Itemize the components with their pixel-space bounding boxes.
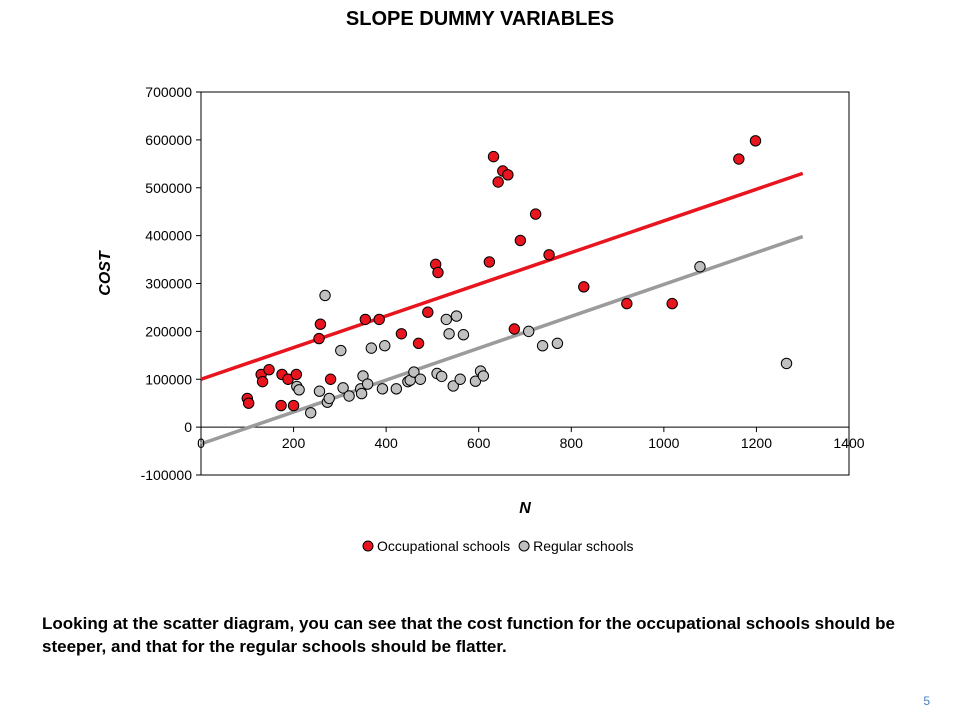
- data-point: [492, 176, 504, 188]
- data-point: [395, 328, 408, 340]
- plot-frame: [200, 91, 850, 476]
- x-tick-label: 400: [374, 435, 398, 451]
- data-point: [373, 313, 385, 326]
- data-point: [733, 153, 745, 165]
- y-tick-label: 400000: [145, 228, 192, 244]
- data-point: [551, 337, 564, 350]
- data-point: [242, 397, 255, 409]
- data-point: [314, 318, 327, 330]
- x-tick-label: 800: [560, 435, 584, 451]
- data-point: [414, 373, 427, 385]
- scatter-chart: 0 200 400 600 800 1000 1200 1400 -1000000100000…: [97, 84, 865, 554]
- y-tick-label: 100000: [145, 371, 192, 387]
- data-point: [502, 169, 514, 181]
- data-point: [282, 373, 294, 385]
- legend: Occupational schools Regular schools: [362, 538, 633, 554]
- data-point: [621, 297, 633, 310]
- data-point: [514, 234, 527, 247]
- y-tick-label: -100000: [141, 467, 193, 483]
- data-point: [422, 306, 434, 318]
- data-point: [365, 342, 378, 354]
- data-point: [376, 383, 389, 395]
- data-point: [749, 135, 762, 147]
- data-point: [319, 289, 331, 302]
- data-point: [290, 368, 303, 381]
- data-point: [483, 256, 496, 268]
- regression-line: [200, 171, 804, 381]
- data-point: [293, 384, 305, 396]
- x-tick-label: 600: [467, 435, 491, 451]
- data-point: [313, 332, 325, 345]
- data-point: [447, 380, 459, 392]
- y-axis-ticks: -100000 0 100000 200000 300000 400000 500000 60…: [141, 84, 201, 483]
- data-point: [335, 344, 347, 357]
- data-point: [304, 407, 317, 419]
- data-point: [361, 378, 374, 390]
- data-point: [432, 266, 444, 279]
- data-point: [443, 328, 455, 340]
- x-tick-label: 1400: [833, 435, 864, 451]
- x-tick-label: 200: [282, 435, 306, 451]
- data-point: [355, 387, 368, 400]
- x-tick-label: 0: [197, 435, 205, 451]
- x-axis-ticks: 0 200 400 600 800 1000 1200 1400: [197, 427, 865, 451]
- data-point: [487, 150, 500, 163]
- data-point: [529, 208, 542, 220]
- data-point: [523, 325, 535, 338]
- data-point: [287, 399, 300, 412]
- slide-caption: Looking at the scatter diagram, you can …: [42, 614, 895, 656]
- y-tick-label: 200000: [145, 323, 192, 339]
- data-point: [379, 340, 391, 352]
- data-point: [469, 375, 482, 387]
- data-point: [412, 337, 425, 350]
- slide-title: SLOPE DUMMY VARIABLES: [345, 8, 615, 30]
- x-axis-title: N: [519, 500, 531, 517]
- data-point: [263, 363, 275, 376]
- y-tick-label: 0: [184, 419, 192, 435]
- data-point: [454, 373, 466, 385]
- data-point: [666, 297, 678, 310]
- data-point: [390, 383, 403, 395]
- y-axis-title: COST: [97, 250, 114, 296]
- data-point: [313, 385, 326, 397]
- data-point: [359, 313, 372, 326]
- y-tick-label: 500000: [145, 180, 192, 196]
- data-point: [536, 340, 549, 352]
- data-point: [694, 261, 706, 273]
- data-point: [324, 373, 337, 385]
- data-point: [450, 310, 463, 322]
- x-tick-label: 1200: [741, 435, 772, 451]
- data-point: [440, 313, 453, 326]
- data-point: [508, 323, 521, 335]
- data-points: [241, 135, 793, 419]
- legend-marker: [518, 540, 530, 552]
- legend-label: Regular schools: [533, 538, 633, 554]
- data-point: [543, 249, 555, 261]
- data-point: [337, 382, 349, 394]
- data-point: [435, 370, 448, 383]
- data-point: [256, 375, 269, 388]
- y-tick-label: 700000: [145, 84, 192, 100]
- page-number: 5: [923, 694, 930, 708]
- legend-label: Occupational schools: [377, 538, 510, 554]
- legend-marker: [362, 540, 374, 552]
- data-point: [323, 392, 335, 405]
- data-point: [408, 366, 420, 378]
- y-tick-label: 300000: [145, 276, 192, 292]
- data-point: [780, 357, 793, 370]
- data-point: [457, 329, 470, 341]
- data-point: [275, 399, 287, 412]
- data-point: [477, 370, 490, 382]
- data-point: [343, 390, 355, 402]
- y-tick-label: 600000: [145, 132, 192, 148]
- plot-area: [200, 91, 850, 476]
- data-point: [578, 281, 590, 293]
- x-tick-label: 1000: [648, 435, 679, 451]
